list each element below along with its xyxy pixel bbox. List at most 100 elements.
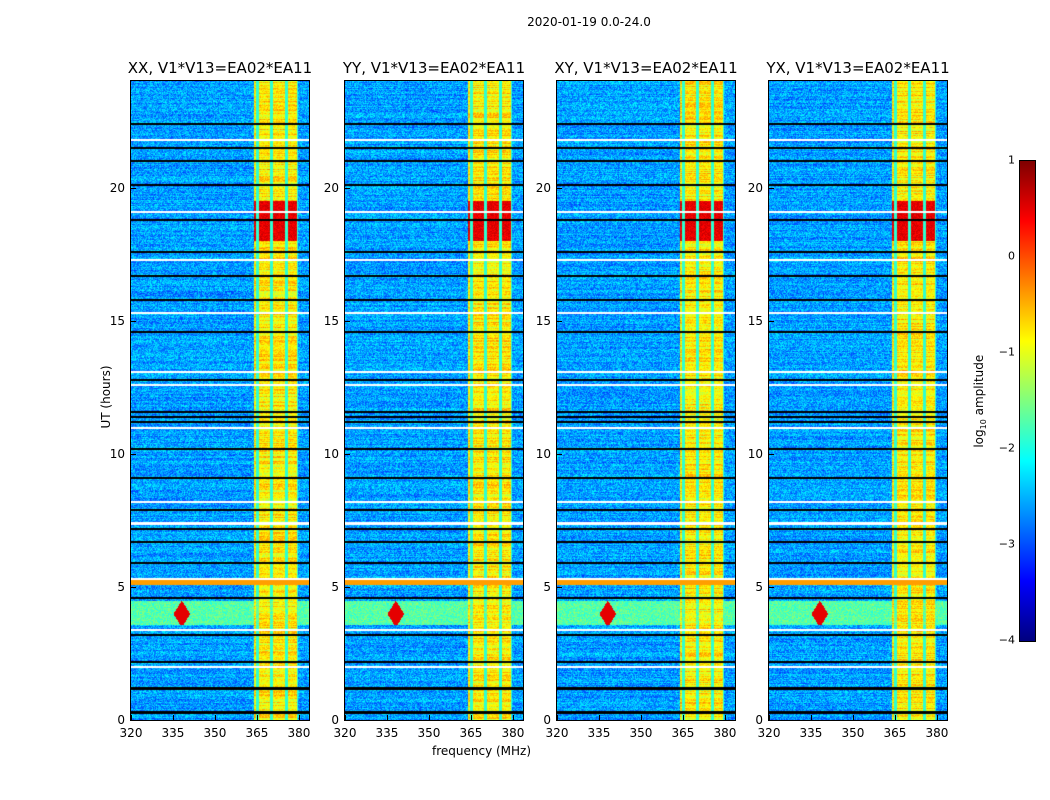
y-tick-label: 10 bbox=[747, 446, 763, 461]
x-tick-label: 380 bbox=[925, 726, 949, 740]
x-tick-label: 350 bbox=[417, 726, 441, 740]
colorbar-label: log10 amplitude bbox=[971, 354, 989, 448]
y-tick-label: 20 bbox=[747, 180, 763, 195]
x-tick-mark bbox=[682, 715, 684, 720]
figure-title: 2020-01-19 0.0-24.0 bbox=[527, 15, 651, 29]
y-tick-mark bbox=[769, 453, 774, 455]
x-tick-mark bbox=[214, 715, 216, 720]
x-tick-label: 320 bbox=[757, 726, 781, 740]
y-tick-mark bbox=[557, 453, 562, 455]
y-tick-mark bbox=[131, 586, 136, 588]
x-tick-mark bbox=[256, 715, 258, 720]
y-axis-label: UT (hours) bbox=[99, 365, 113, 429]
y-tick-label: 15 bbox=[535, 313, 551, 328]
x-tick-mark bbox=[598, 715, 600, 720]
x-tick-label: 365 bbox=[245, 726, 269, 740]
colorbar-tick-label: −4 bbox=[998, 633, 1015, 647]
y-tick-label: 20 bbox=[323, 180, 339, 195]
x-tick-mark bbox=[428, 715, 430, 720]
y-tick-label: 5 bbox=[543, 579, 551, 594]
y-tick-label: 0 bbox=[117, 713, 125, 727]
y-tick-mark bbox=[131, 187, 136, 189]
panel-title: XY, V1*V13=EA02*EA11 bbox=[554, 59, 738, 77]
heatmap-panel-yx: YX, V1*V13=EA02*EA11 320 335 350 365 380 0 5 10 1… bbox=[748, 59, 950, 740]
x-tick-label: 335 bbox=[587, 726, 611, 740]
x-tick-label: 365 bbox=[459, 726, 483, 740]
x-tick-label: 320 bbox=[545, 726, 569, 740]
y-tick-label: 5 bbox=[331, 579, 339, 594]
x-tick-label: 350 bbox=[203, 726, 227, 740]
y-tick-mark bbox=[557, 320, 562, 322]
heatmap-image bbox=[131, 81, 309, 720]
x-tick-label: 380 bbox=[501, 726, 525, 740]
panel-title: YX, V1*V13=EA02*EA11 bbox=[766, 59, 950, 77]
y-tick-mark bbox=[131, 720, 136, 721]
x-tick-label: 335 bbox=[799, 726, 823, 740]
y-tick-mark bbox=[345, 187, 350, 189]
y-tick-label: 15 bbox=[747, 313, 763, 328]
x-tick-label: 365 bbox=[671, 726, 695, 740]
y-tick-label: 5 bbox=[117, 579, 125, 594]
x-tick-mark bbox=[810, 715, 812, 720]
y-tick-mark bbox=[557, 586, 562, 588]
x-tick-label: 380 bbox=[287, 726, 311, 740]
x-tick-mark bbox=[470, 715, 472, 720]
y-tick-label: 15 bbox=[109, 313, 125, 328]
y-tick-mark bbox=[345, 586, 350, 588]
y-tick-mark bbox=[557, 187, 562, 189]
x-tick-label: 335 bbox=[375, 726, 399, 740]
y-tick-label: 20 bbox=[109, 180, 125, 195]
heatmap-image bbox=[769, 81, 947, 720]
heatmap-panel-xy: XY, V1*V13=EA02*EA11 320 335 350 365 380 0 5 10 1… bbox=[536, 59, 738, 740]
x-tick-mark bbox=[172, 715, 174, 720]
y-tick-label: 0 bbox=[331, 713, 339, 727]
y-tick-mark bbox=[345, 453, 350, 455]
y-tick-mark bbox=[769, 187, 774, 189]
x-tick-label: 320 bbox=[119, 726, 143, 740]
x-axis-label: frequency (MHz) bbox=[432, 744, 532, 758]
x-tick-mark bbox=[894, 715, 896, 720]
x-tick-label: 350 bbox=[841, 726, 865, 740]
y-tick-mark bbox=[769, 320, 774, 322]
heatmap-image bbox=[557, 81, 735, 720]
y-tick-mark bbox=[131, 453, 136, 455]
x-tick-label: 320 bbox=[333, 726, 357, 740]
x-tick-mark bbox=[298, 715, 300, 720]
y-tick-label: 5 bbox=[755, 579, 763, 594]
x-tick-mark bbox=[345, 715, 346, 720]
y-tick-label: 10 bbox=[323, 446, 339, 461]
x-tick-mark bbox=[852, 715, 854, 720]
y-tick-label: 15 bbox=[323, 313, 339, 328]
x-tick-mark bbox=[769, 715, 770, 720]
heatmap-panel-xx: XX, V1*V13=EA02*EA11 320 335 350 365 380 0 5 10 1… bbox=[110, 59, 313, 740]
panel-title: YY, V1*V13=EA02*EA11 bbox=[342, 59, 526, 77]
colorbar-tick-label: −1 bbox=[998, 345, 1015, 359]
y-tick-mark bbox=[345, 720, 350, 721]
colorbar-tick-label: 1 bbox=[1008, 153, 1015, 167]
y-tick-label: 0 bbox=[755, 713, 763, 727]
x-tick-mark bbox=[640, 715, 642, 720]
heatmap-panel-yy: YY, V1*V13=EA02*EA11 320 335 350 365 380 0 5 10 1… bbox=[324, 59, 525, 740]
x-tick-mark bbox=[386, 715, 388, 720]
y-tick-label: 20 bbox=[535, 180, 551, 195]
panel-title: XX, V1*V13=EA02*EA11 bbox=[127, 59, 313, 77]
colorbar bbox=[1019, 160, 1036, 642]
y-tick-mark bbox=[131, 320, 136, 322]
heatmap-image bbox=[345, 81, 523, 720]
y-tick-label: 10 bbox=[109, 446, 125, 461]
x-tick-mark bbox=[512, 715, 514, 720]
y-tick-label: 10 bbox=[535, 446, 551, 461]
x-tick-mark bbox=[131, 715, 132, 720]
x-tick-label: 380 bbox=[713, 726, 737, 740]
x-tick-mark bbox=[557, 715, 558, 720]
x-tick-label: 350 bbox=[629, 726, 653, 740]
y-tick-mark bbox=[769, 720, 774, 721]
x-tick-mark bbox=[724, 715, 726, 720]
colorbar-tick-label: 0 bbox=[1008, 249, 1015, 263]
colorbar-tick-label: −2 bbox=[998, 441, 1015, 455]
y-tick-mark bbox=[557, 720, 562, 721]
x-tick-label: 335 bbox=[161, 726, 185, 740]
x-tick-label: 365 bbox=[883, 726, 907, 740]
y-tick-label: 0 bbox=[543, 713, 551, 727]
